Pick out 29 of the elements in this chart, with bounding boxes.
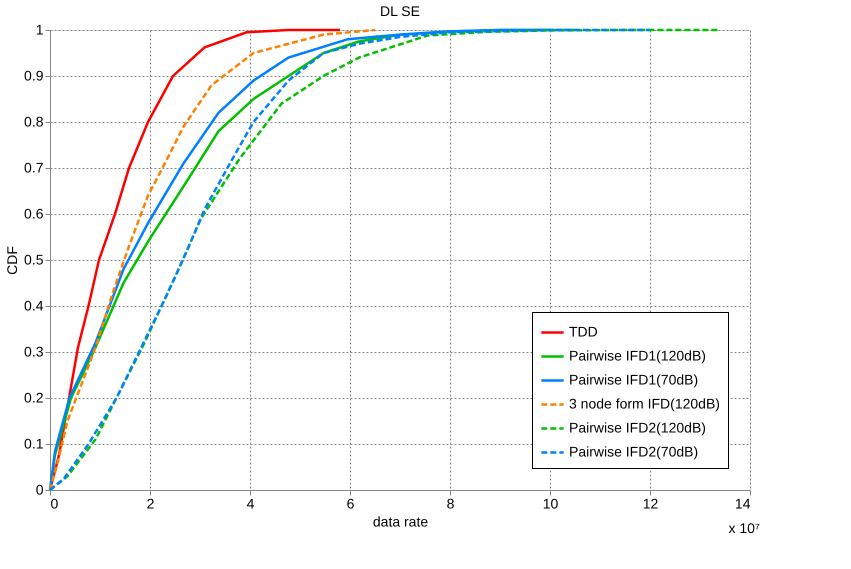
y-tick-label: 0.5 bbox=[24, 252, 44, 268]
y-axis-title: CDF bbox=[4, 246, 20, 275]
y-tick-label: 0.3 bbox=[24, 344, 44, 360]
legend-label: Pairwise IFD1(120dB) bbox=[569, 348, 706, 364]
y-tick-label: 0.4 bbox=[24, 298, 44, 314]
y-tick-label: 0.1 bbox=[24, 436, 44, 452]
legend-label: Pairwise IFD1(70dB) bbox=[569, 372, 698, 388]
text: x 10⁷ bbox=[728, 520, 760, 536]
x-tick-label: 2 bbox=[146, 496, 155, 512]
x-tick-label: 12 bbox=[642, 496, 658, 512]
chart-title: DL SE bbox=[380, 3, 420, 19]
x-tick-label: 0 bbox=[50, 496, 58, 512]
legend-label: TDD bbox=[569, 324, 598, 340]
legend-label: Pairwise IFD2(120dB) bbox=[569, 420, 706, 436]
legend-label: 3 node form IFD(120dB) bbox=[569, 396, 720, 412]
legend-label: Pairwise IFD2(70dB) bbox=[569, 444, 698, 460]
x-tick-label: 4 bbox=[246, 496, 255, 512]
y-tick-label: 0.8 bbox=[24, 114, 44, 130]
x-tick-label: 14 bbox=[734, 496, 751, 512]
x-tick-label: 6 bbox=[346, 496, 355, 512]
x-tick-label: 10 bbox=[542, 496, 558, 512]
x-tick-label: 8 bbox=[446, 496, 455, 512]
y-tick-label: 0.2 bbox=[24, 390, 44, 406]
y-tick-label: 0.9 bbox=[24, 68, 44, 84]
x-axis-title: data rate bbox=[372, 514, 428, 530]
y-tick-label: 0.6 bbox=[24, 206, 44, 222]
y-tick-label: 0 bbox=[36, 482, 44, 498]
y-tick-label: 0.7 bbox=[24, 160, 44, 176]
y-tick-label: 1 bbox=[36, 22, 44, 38]
